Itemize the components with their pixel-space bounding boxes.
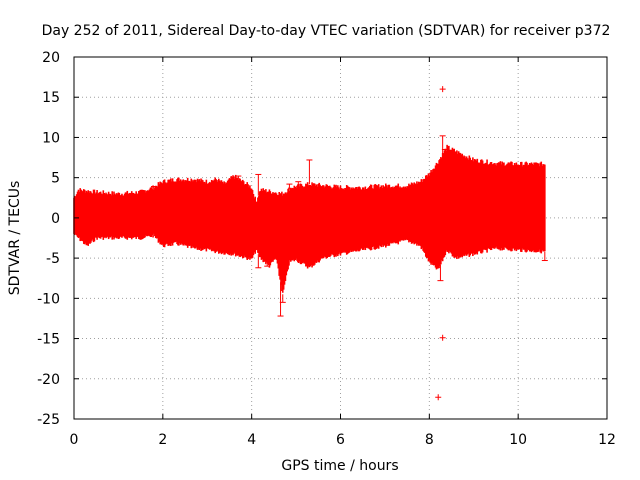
y-tick-label: 0	[51, 211, 60, 227]
y-tick-label: -25	[37, 412, 60, 428]
x-tick-label: 8	[425, 432, 434, 448]
x-tick-label: 2	[158, 432, 167, 448]
x-tick-label: 10	[509, 432, 527, 448]
y-tick-label: 20	[42, 50, 60, 66]
y-tick-label: -10	[37, 291, 60, 307]
y-tick-label: -20	[37, 372, 60, 388]
x-axis-label: GPS time / hours	[281, 458, 398, 474]
outlier-point	[435, 394, 442, 401]
y-tick-label: 15	[42, 90, 60, 106]
y-tick-label: 10	[42, 130, 60, 146]
x-tick-label: 4	[247, 432, 256, 448]
x-tick-label: 0	[70, 432, 79, 448]
data-layer	[73, 86, 548, 401]
y-tick-label: 5	[51, 171, 60, 187]
y-axis-label: SDTVAR / TECUs	[7, 181, 23, 296]
x-tick-label: 12	[598, 432, 616, 448]
outlier-point	[439, 86, 446, 93]
x-tick-label: 6	[336, 432, 345, 448]
outlier-point	[439, 334, 446, 341]
x-axis-ticks: 0 2 4 6 8 10 12	[70, 57, 616, 448]
y-tick-label: -5	[46, 251, 60, 267]
chart-title: Day 252 of 2011, Sidereal Day-to-day VTE…	[42, 23, 611, 39]
y-tick-label: -15	[37, 332, 60, 348]
y-axis-ticks: -25 -20 -15 -10 -5 0 5 10 15 20	[37, 50, 607, 428]
